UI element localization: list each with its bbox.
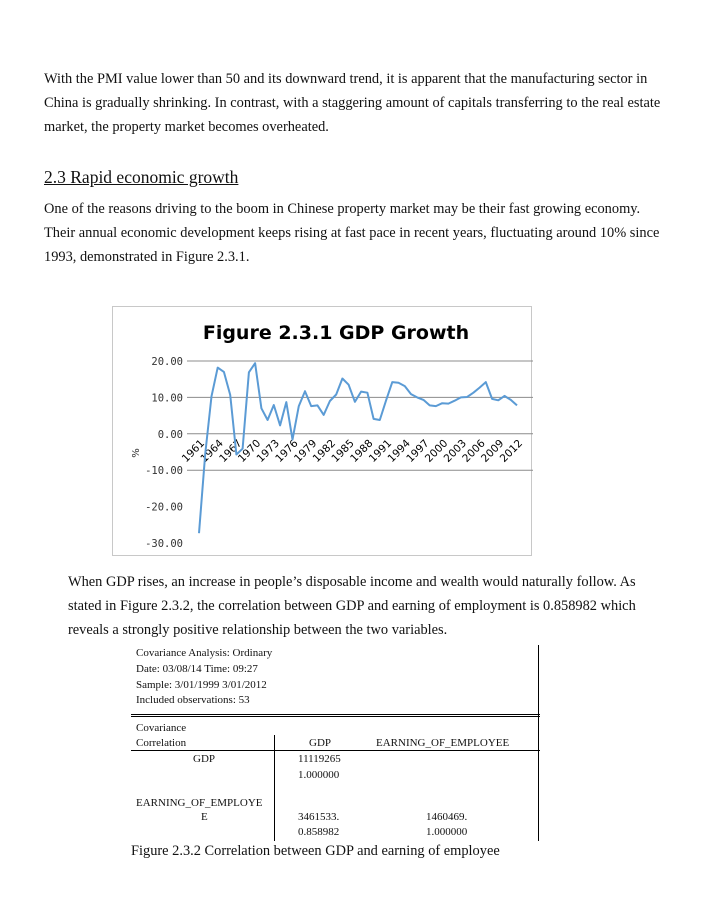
row-label-divider — [274, 735, 275, 841]
cov-header-line: Covariance Analysis: Ordinary — [136, 647, 273, 659]
row-label-earning-cont: E — [201, 811, 208, 823]
column-header-earning: EARNING_OF_EMPLOYEE — [376, 737, 510, 749]
table-rule — [131, 714, 540, 717]
cell-earning-gdp-corr: 0.858982 — [298, 826, 340, 838]
paragraph-economic-growth: One of the reasons driving to the boom i… — [44, 201, 660, 265]
row-label-gdp: GDP — [193, 753, 216, 765]
label-covariance: Covariance — [136, 722, 187, 734]
label-correlation: Correlation — [136, 737, 187, 749]
chart-title: Figure 2.3.1 GDP Growth — [203, 322, 469, 344]
figure-caption: Figure 2.3.2 Correlation between GDP and… — [131, 843, 500, 859]
series-line-gdp-growth — [198, 362, 518, 534]
column-header-gdp: GDP — [309, 737, 332, 749]
y-tick-label: -30.00 — [145, 538, 183, 550]
cov-header-line: Sample: 3/01/1999 3/01/2012 — [136, 679, 267, 691]
paragraph-pmi: With the PMI value lower than 50 and its… — [44, 71, 661, 135]
section-heading: 2.3 Rapid economic growth — [44, 167, 239, 187]
table-right-border — [538, 645, 539, 841]
gdp-growth-chart: Figure 2.3.1 GDP Growth 20.00 10.00 0.00 -10… — [112, 306, 533, 556]
y-tick-label: -20.00 — [145, 502, 183, 514]
covariance-table: Covariance Analysis: Ordinary Date: 03/0… — [131, 645, 540, 841]
cov-header-line: Included observations: 53 — [136, 694, 250, 706]
cell-earning-earning-corr: 1.000000 — [426, 826, 468, 838]
y-tick-label: 20.00 — [151, 356, 183, 368]
y-axis-label: % — [131, 448, 142, 458]
chart-svg: Figure 2.3.1 GDP Growth 20.00 10.00 0.00 -10… — [131, 322, 533, 550]
cell-earning-gdp-cov: 3461533. — [298, 811, 340, 823]
column-rule — [131, 750, 540, 751]
cell-gdp-cov: 11119265 — [298, 753, 341, 765]
cov-header-line: Date: 03/08/14 Time: 09:27 — [136, 663, 258, 675]
cell-earning-earning-cov: 1460469. — [426, 811, 468, 823]
row-label-earning: EARNING_OF_EMPLOYE — [136, 797, 263, 809]
y-tick-label: 0.00 — [158, 429, 183, 441]
cell-gdp-corr: 1.000000 — [298, 769, 340, 781]
paragraph-gdp-correlation: When GDP rises, an increase in people’s … — [68, 574, 636, 638]
y-tick-label: 10.00 — [151, 392, 183, 404]
y-tick-label: -10.00 — [145, 465, 183, 477]
